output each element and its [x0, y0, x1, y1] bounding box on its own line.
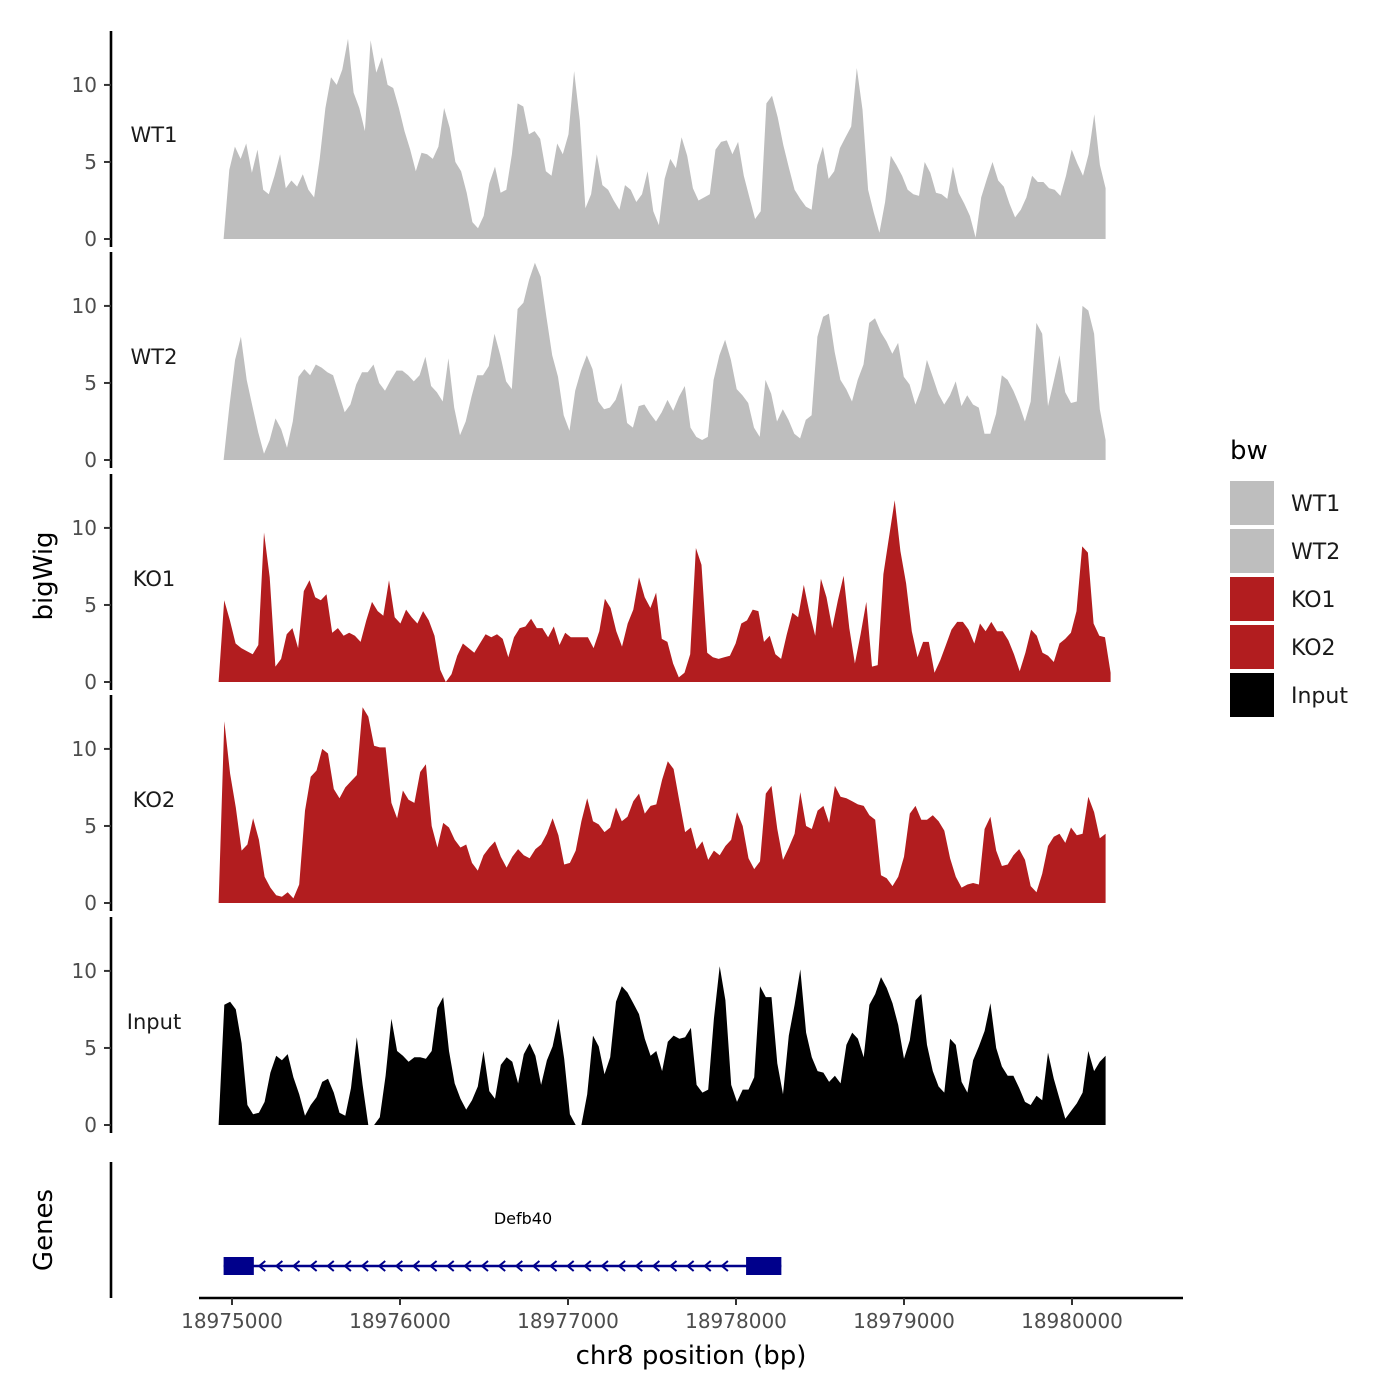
track-area-ko2: [218, 707, 1106, 903]
y-tick-label-ko1-10: 10: [72, 516, 97, 540]
strand-arrow-icon: [309, 1260, 318, 1272]
y-tick-label-wt1-5: 5: [84, 150, 97, 174]
x-tick-label-18977000: 18977000: [517, 1309, 619, 1333]
strand-arrow-icon: [531, 1260, 541, 1272]
track-area-ko1: [218, 500, 1111, 682]
strand-arrow-icon: [497, 1260, 506, 1272]
gene-name-label: Defb40: [494, 1209, 552, 1228]
legend-label-wt2: WT2: [1291, 540, 1340, 565]
genes-axis-title: Genes: [29, 1189, 59, 1271]
y-axis-title: bigWig: [29, 531, 59, 620]
strand-arrow-icon: [291, 1260, 301, 1272]
y-tick-label-ko2-0: 0: [84, 891, 97, 915]
y-tick-label-wt2-10: 10: [72, 294, 97, 318]
y-tick-label-ko2-10: 10: [72, 737, 97, 761]
x-tick-label-18978000: 18978000: [685, 1309, 787, 1333]
legend-title: bw: [1230, 436, 1268, 466]
strand-arrow-icon: [634, 1260, 643, 1272]
gene-exon-1: [223, 1257, 254, 1275]
track-panel-wt1: 0 5 10 WT1: [72, 31, 1106, 251]
gene-exon-2: [746, 1257, 782, 1275]
x-axis-title: chr8 position (bp): [576, 1341, 807, 1371]
strand-arrow-icon: [446, 1260, 455, 1272]
legend-label-ko2: KO2: [1291, 636, 1336, 661]
y-tick-label-ko2-5: 5: [84, 814, 97, 838]
track-area-wt1: [223, 38, 1106, 240]
y-tick-label-wt1-10: 10: [72, 73, 97, 97]
strand-arrow-icon: [274, 1260, 284, 1272]
legend-swatch-ko2: [1230, 625, 1274, 669]
strand-arrow-icon: [548, 1260, 558, 1272]
x-tick-label-18979000: 18979000: [853, 1309, 955, 1333]
track-label-wt2: WT2: [131, 345, 178, 369]
strand-arrow-icon: [480, 1260, 489, 1272]
strand-arrow-icon: [411, 1260, 421, 1272]
legend-swatch-wt1: [1230, 481, 1274, 525]
strand-arrow-icon: [377, 1260, 386, 1272]
x-axis: 18975000 18976000 18977000 18978000 18979000…: [181, 1296, 1183, 1333]
strand-arrow-icon: [600, 1260, 609, 1272]
legend-label-input: Input: [1291, 684, 1348, 709]
track-panels: 0 5 10 WT1 0 5 10 WT2 0 5 10 KO1 0 5 10 KO2 0 5 10 Input: [72, 31, 1111, 1137]
y-tick-label-input-0: 0: [84, 1113, 97, 1137]
strand-arrow-icon: [566, 1260, 575, 1272]
legend-label-ko1: KO1: [1291, 588, 1336, 613]
track-panel-ko2: 0 5 10 KO2: [72, 695, 1106, 915]
y-tick-label-input-5: 5: [84, 1036, 97, 1060]
track-label-input: Input: [127, 1010, 181, 1034]
strand-arrow-icon: [257, 1260, 266, 1272]
strand-arrow-icon: [583, 1260, 592, 1272]
gene-model-defb40: [223, 1257, 782, 1275]
x-tick-label-18975000: 18975000: [181, 1309, 283, 1333]
y-tick-label-wt2-0: 0: [84, 448, 97, 472]
y-tick-label-wt1-0: 0: [84, 227, 97, 251]
strand-arrow-icon: [343, 1260, 352, 1272]
y-tick-label-wt2-5: 5: [84, 371, 97, 395]
strand-arrow-icon: [429, 1260, 438, 1272]
legend-swatch-wt2: [1230, 529, 1274, 573]
strand-arrow-icon: [703, 1260, 712, 1272]
track-label-ko1: KO1: [133, 567, 176, 591]
track-label-ko2: KO2: [133, 788, 176, 812]
strand-arrow-icon: [651, 1260, 661, 1272]
genes-panel: Defb40: [109, 1162, 782, 1298]
strand-arrow-icon: [720, 1260, 729, 1272]
strand-arrow-icon: [360, 1260, 369, 1272]
strand-arrow-icon: [463, 1260, 472, 1272]
legend-label-wt1: WT1: [1291, 492, 1340, 517]
track-area-wt2: [223, 262, 1106, 460]
y-tick-label-ko1-5: 5: [84, 593, 97, 617]
strand-arrow-icon: [617, 1260, 626, 1272]
track-area-input: [218, 966, 1106, 1125]
track-panel-ko1: 0 5 10 KO1: [72, 474, 1111, 694]
legend-swatch-ko1: [1230, 577, 1274, 621]
strand-arrow-icon: [326, 1260, 335, 1272]
x-tick-label-18980000: 18980000: [1021, 1309, 1123, 1333]
strand-arrow-icon: [668, 1260, 678, 1272]
track-label-wt1: WT1: [131, 123, 178, 147]
legend: bw WT1 WT2 KO1 KO2 Input: [1230, 436, 1348, 717]
x-tick-label-18976000: 18976000: [349, 1309, 451, 1333]
y-tick-label-ko1-0: 0: [84, 670, 97, 694]
y-tick-label-input-10: 10: [72, 959, 97, 983]
track-panel-wt2: 0 5 10 WT2: [72, 252, 1106, 472]
track-panel-input: 0 5 10 Input: [72, 917, 1106, 1137]
strand-arrow-icon: [394, 1260, 403, 1272]
legend-swatch-input: [1230, 673, 1274, 717]
strand-arrow-icon: [686, 1260, 695, 1272]
strand-arrow-icon: [514, 1260, 523, 1272]
